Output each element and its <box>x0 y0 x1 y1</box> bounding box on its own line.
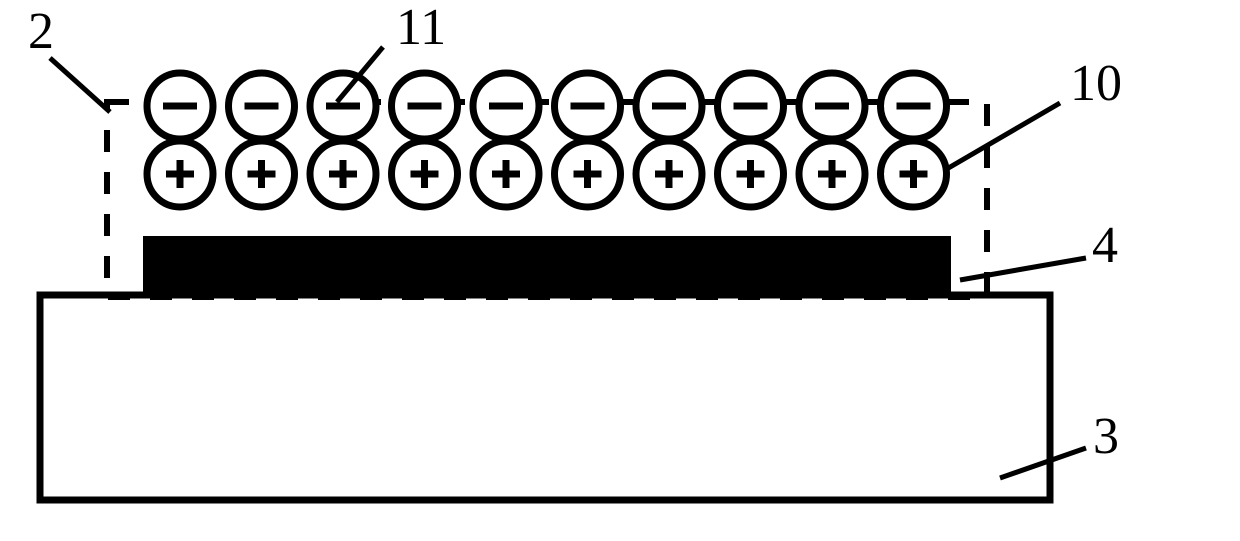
negative-ion <box>555 73 621 139</box>
negative-ion <box>881 73 947 139</box>
leader-line <box>960 258 1086 280</box>
negative-ion <box>473 73 539 139</box>
negative-ion <box>636 73 702 139</box>
positive-ion <box>310 141 376 207</box>
callout-label-l4: 4 <box>1092 217 1118 274</box>
callout-label-l2: 2 <box>28 3 54 60</box>
leader-line <box>50 58 110 112</box>
positive-ion <box>392 141 458 207</box>
leader-line <box>945 103 1060 170</box>
callout-label-l11: 11 <box>396 0 446 56</box>
negative-ion <box>229 73 295 139</box>
negative-ion <box>718 73 784 139</box>
positive-ion <box>229 141 295 207</box>
negative-ion <box>147 73 213 139</box>
positive-ion <box>555 141 621 207</box>
positive-ion <box>147 141 213 207</box>
black-layer <box>143 236 951 296</box>
negative-ion <box>310 73 376 139</box>
positive-ion <box>473 141 539 207</box>
positive-ion <box>718 141 784 207</box>
positive-ion <box>636 141 702 207</box>
substrate-rect <box>40 295 1050 500</box>
callout-label-l3: 3 <box>1093 408 1119 465</box>
positive-ion <box>799 141 865 207</box>
negative-ion <box>392 73 458 139</box>
negative-ion <box>799 73 865 139</box>
diagram-root: 11 10 2 4 3 <box>0 0 1240 541</box>
callout-label-l10: 10 <box>1070 55 1122 112</box>
positive-ion <box>881 141 947 207</box>
